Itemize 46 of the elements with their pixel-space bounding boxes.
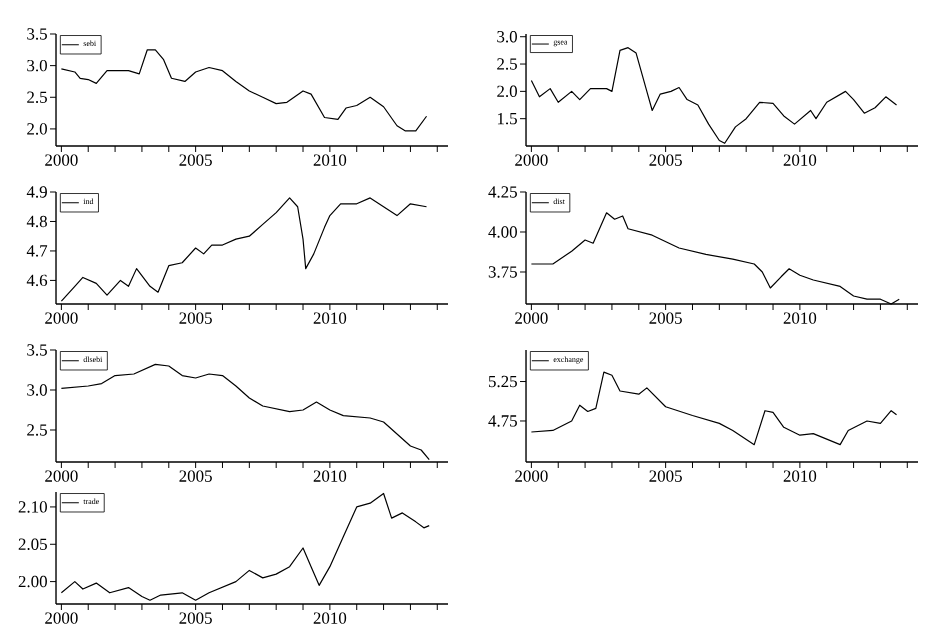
y-tick-label: 1.5 <box>497 112 517 125</box>
x-tick-label: 2010 <box>783 470 817 482</box>
x-tick-label: 2000 <box>515 154 548 166</box>
y-tick-label: 3.5 <box>27 28 47 40</box>
y-tick-label: 4.7 <box>26 245 48 257</box>
x-tick-label: 2000 <box>45 612 78 624</box>
y-tick-label: 4.00 <box>488 226 517 238</box>
x-tick-label: 2010 <box>313 612 347 624</box>
y-tick-label: 2.0 <box>497 85 517 98</box>
y-tick-label: 3.0 <box>27 384 47 396</box>
y-tick-label: 2.10 <box>18 501 47 513</box>
x-tick-label: 2000 <box>45 470 78 482</box>
y-tick-label: 4.9 <box>26 186 47 198</box>
x-tick-label: 2005 <box>179 154 212 166</box>
x-tick-label: 2010 <box>783 312 817 324</box>
x-tick-label: 2005 <box>649 154 682 166</box>
y-tick-label: 4.25 <box>488 186 517 198</box>
y-tick-label: 4.75 <box>488 415 517 427</box>
y-tick-label: 2.5 <box>27 91 47 104</box>
y-tick-label: 4.8 <box>26 215 47 228</box>
x-tick-label: 2000 <box>515 470 548 482</box>
y-tick-label: 4.6 <box>26 274 48 287</box>
y-tick-label: 2.00 <box>18 575 47 588</box>
x-tick-label: 2000 <box>515 312 548 324</box>
y-tick-label: 2.05 <box>18 538 47 551</box>
y-tick-label: 3.0 <box>497 30 517 43</box>
y-tick-label: 3.5 <box>27 344 47 356</box>
x-tick-label: 2005 <box>179 470 212 482</box>
line-series <box>60 49 428 132</box>
x-tick-label: 2010 <box>783 154 817 166</box>
x-tick-label: 2010 <box>313 154 347 166</box>
y-tick-label: 3.75 <box>488 266 517 278</box>
x-tick-label: 2010 <box>313 312 347 324</box>
y-tick-label: 5.25 <box>488 375 517 388</box>
x-tick-label: 2005 <box>649 312 682 324</box>
y-tick-label: 2.5 <box>27 424 47 436</box>
line-series <box>530 371 898 446</box>
x-tick-label: 2005 <box>179 612 212 624</box>
x-tick-label: 2010 <box>313 470 347 482</box>
x-tick-label: 2005 <box>649 470 682 482</box>
y-tick-label: 3.0 <box>27 59 47 72</box>
y-tick-label: 2.5 <box>497 58 517 70</box>
y-tick-label: 2.0 <box>27 123 47 135</box>
x-tick-label: 2000 <box>45 154 78 166</box>
x-tick-label: 2000 <box>45 312 78 324</box>
x-tick-label: 2005 <box>179 312 212 324</box>
